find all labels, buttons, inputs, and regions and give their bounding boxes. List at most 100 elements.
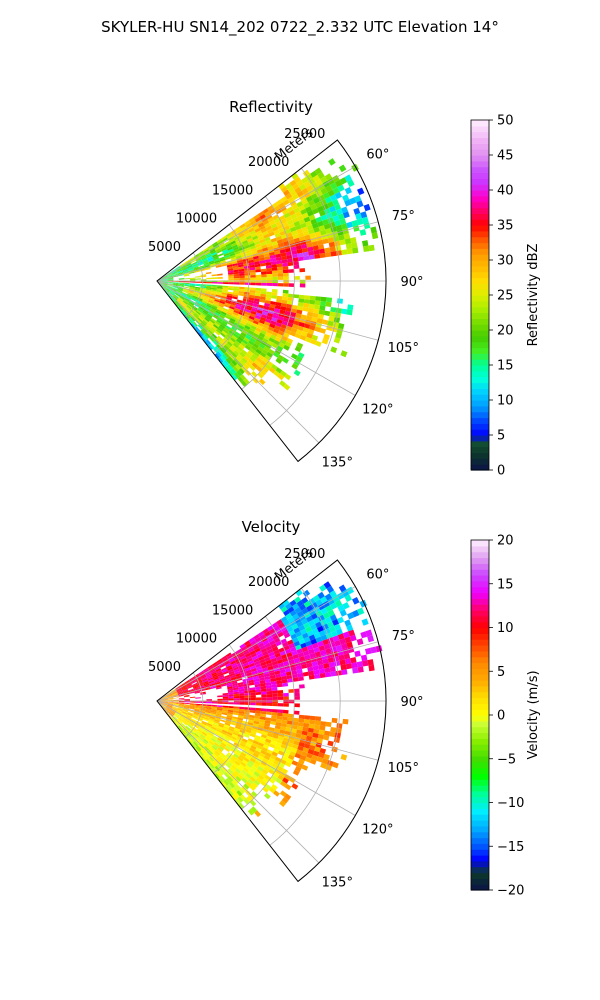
colorbar-swatch: [471, 843, 489, 850]
radar-gate: [280, 780, 287, 788]
radar-gate: [334, 191, 342, 199]
radar-gate: [282, 269, 289, 274]
radar-gate: [307, 748, 315, 755]
radar-gate: [191, 307, 197, 312]
radar-gate: [226, 364, 233, 371]
radar-gate: [296, 621, 304, 628]
radar-gate: [246, 726, 253, 731]
azimuth-tick-label: 135°: [322, 455, 353, 470]
radar-gate: [236, 736, 243, 741]
radar-gate: [250, 667, 257, 673]
radar-gate: [201, 720, 208, 725]
radar-gate: [181, 265, 187, 269]
radar-gate: [219, 314, 225, 319]
radar-gate: [187, 293, 193, 297]
radar-gate: [221, 740, 228, 746]
radar-gate: [365, 629, 373, 637]
radar-gate: [335, 332, 342, 339]
radar-gate: [245, 781, 252, 788]
radar-gate: [211, 306, 217, 311]
radar-gate: [198, 670, 204, 675]
radar-gate: [344, 636, 352, 644]
radar-gate: [297, 652, 305, 658]
radar-gate: [218, 745, 225, 751]
radar-gate: [298, 714, 305, 720]
radar-gate: [250, 247, 257, 253]
radar-gate: [266, 662, 273, 668]
range-tick-label: 20000: [248, 155, 289, 170]
radar-gate: [199, 315, 205, 320]
radar-gate: [229, 304, 236, 308]
radar-gate: [223, 352, 230, 358]
radar-gate: [298, 638, 306, 645]
radar-gate: [200, 706, 207, 709]
radar-gate: [341, 308, 348, 315]
radar-gate: [258, 739, 266, 745]
radar-gate: [219, 678, 226, 682]
radar-gate: [253, 359, 261, 366]
radar-gate: [238, 788, 245, 795]
radar-gate: [324, 730, 331, 737]
radar-gate: [197, 751, 203, 758]
radar-gate: [259, 225, 266, 231]
radar-gate: [250, 277, 256, 281]
radar-gate: [282, 629, 289, 635]
radar-gate: [222, 249, 228, 254]
radar-gate: [245, 235, 252, 240]
radar-gate: [186, 294, 192, 299]
radar-gate: [325, 228, 332, 234]
radar-gate: [178, 274, 184, 277]
radar-gate: [196, 299, 202, 304]
radar-gate: [258, 378, 266, 385]
radar-gate: [241, 738, 248, 743]
colorbar-swatch: [471, 423, 489, 430]
radar-gate: [338, 654, 345, 661]
radar-gate: [245, 309, 252, 314]
radar-gate: [237, 664, 244, 669]
radar-gate: [161, 284, 166, 288]
radar-gate: [237, 733, 244, 739]
radar-gate: [253, 645, 260, 651]
radar-gate: [215, 328, 222, 334]
radar-gate: [359, 229, 367, 236]
radar-gate: [330, 307, 337, 313]
radar-gate: [302, 650, 310, 656]
radar-gate: [170, 710, 176, 714]
radar-gate: [356, 200, 364, 208]
radar-gate: [286, 338, 294, 344]
radar-gate: [212, 253, 218, 258]
radar-gate: [173, 284, 179, 286]
radar-gate: [244, 280, 251, 283]
radar-gate: [250, 707, 256, 711]
radar-gate: [254, 660, 261, 666]
radar-gate: [296, 668, 303, 674]
radar-gate: [292, 613, 300, 621]
radar-gate: [258, 752, 266, 758]
radar-gate: [265, 717, 272, 721]
radar-gate: [249, 290, 256, 294]
radar-gate: [226, 264, 233, 268]
colorbar-swatch: [471, 586, 489, 594]
radar-gate: [223, 252, 230, 257]
radar-gate: [200, 675, 207, 680]
radar-gate: [169, 291, 174, 296]
radar-gate: [178, 718, 183, 723]
radar-gate: [229, 317, 236, 323]
radar-gate: [181, 265, 187, 269]
radar-gate: [164, 289, 169, 294]
radar-gate: [244, 220, 251, 226]
radar-gate: [266, 697, 273, 700]
radar-gate: [222, 250, 229, 255]
radar-gate: [173, 704, 179, 706]
radar-gate: [206, 277, 212, 280]
radar-gate: [228, 278, 234, 281]
radar-gate: [178, 297, 184, 301]
radar-gate: [277, 709, 284, 714]
radar-gate: [211, 745, 218, 751]
radar-gate: [193, 313, 199, 319]
radar-gate: [185, 305, 191, 311]
radar-gate: [308, 303, 315, 309]
radar-gate: [276, 345, 284, 352]
radar-gate: [190, 259, 196, 264]
radar-gate: [230, 757, 236, 763]
